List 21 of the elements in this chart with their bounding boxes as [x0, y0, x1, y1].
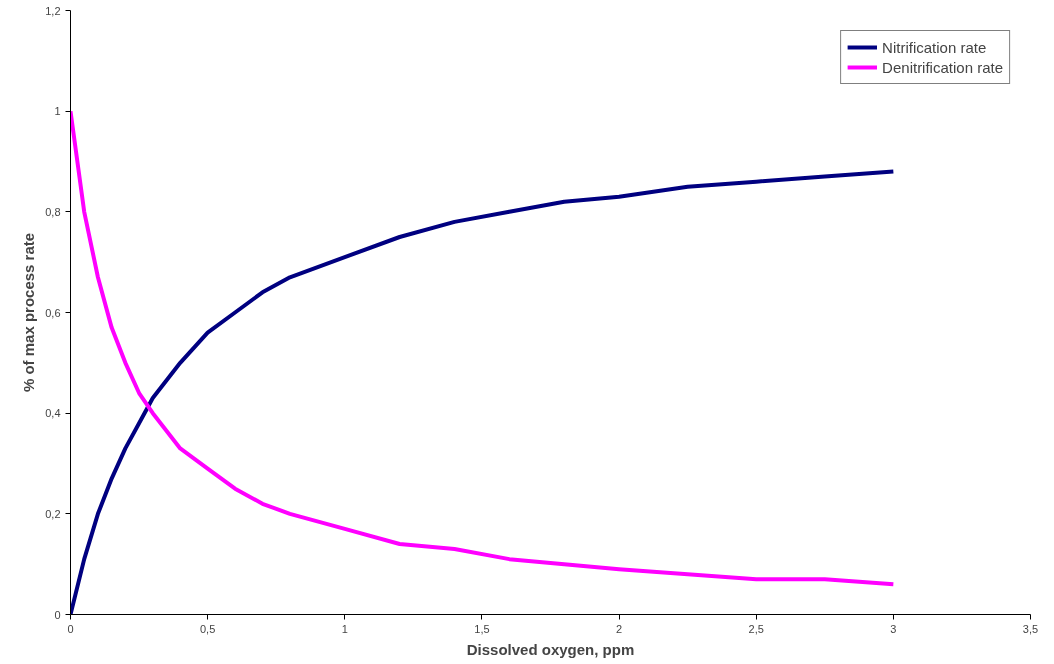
y-tick-label: 1,2 — [45, 4, 61, 17]
x-tick-label: 2 — [616, 622, 623, 635]
x-tick-label: 3 — [890, 622, 897, 635]
y-tick-label: 0,2 — [45, 507, 61, 520]
x-tick-label: 0 — [67, 622, 74, 635]
x-tick-label: 0,5 — [200, 622, 216, 635]
y-tick-label: 0,8 — [45, 205, 61, 218]
legend-label: Denitrification rate — [882, 58, 1003, 76]
x-tick-label: 1 — [341, 622, 348, 635]
y-axis-title: % of max process rate — [20, 232, 38, 393]
y-tick-label: 0 — [54, 608, 61, 621]
x-tick-label: 1,5 — [474, 622, 490, 635]
line-series — [70, 169, 896, 615]
line-series — [70, 109, 896, 587]
x-tick-label: 3,5 — [1022, 622, 1039, 635]
x-axis-title: Dissolved oxygen, ppm — [466, 640, 635, 658]
y-tick-label: 0,4 — [45, 407, 61, 420]
legend-label: Nitrification rate — [882, 38, 987, 56]
x-tick-label: 2,5 — [748, 622, 764, 635]
y-tick-label: 1 — [54, 105, 61, 118]
y-tick-label: 0,6 — [45, 306, 61, 319]
